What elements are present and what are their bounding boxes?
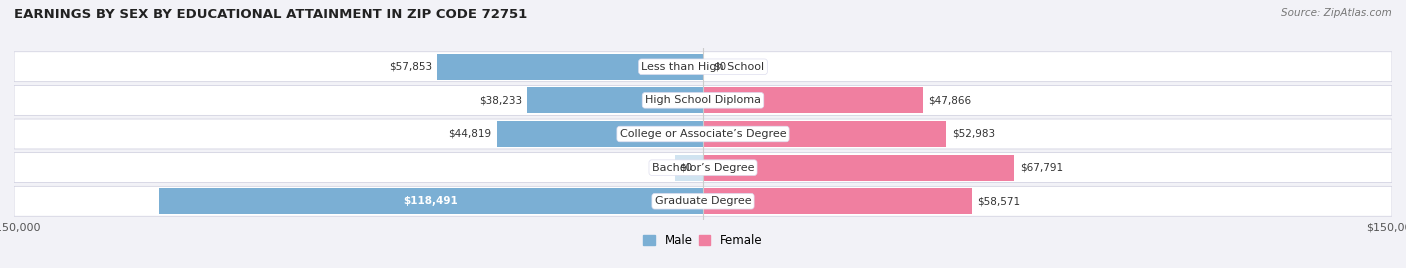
Bar <box>703 121 946 147</box>
Text: $47,866: $47,866 <box>928 95 972 105</box>
Text: $44,819: $44,819 <box>449 129 492 139</box>
Text: $118,491: $118,491 <box>404 196 458 206</box>
Text: $57,853: $57,853 <box>388 62 432 72</box>
FancyBboxPatch shape <box>14 186 1392 216</box>
FancyBboxPatch shape <box>14 153 1392 183</box>
Text: High School Diploma: High School Diploma <box>645 95 761 105</box>
Bar <box>437 54 703 80</box>
Bar <box>527 87 703 113</box>
Text: EARNINGS BY SEX BY EDUCATIONAL ATTAINMENT IN ZIP CODE 72751: EARNINGS BY SEX BY EDUCATIONAL ATTAINMEN… <box>14 8 527 21</box>
Text: College or Associate’s Degree: College or Associate’s Degree <box>620 129 786 139</box>
Bar <box>703 87 922 113</box>
Text: $58,571: $58,571 <box>977 196 1021 206</box>
FancyBboxPatch shape <box>14 85 1392 115</box>
Text: $0: $0 <box>713 62 727 72</box>
Bar <box>675 155 703 181</box>
Text: $52,983: $52,983 <box>952 129 995 139</box>
Text: Graduate Degree: Graduate Degree <box>655 196 751 206</box>
Legend: Male, Female: Male, Female <box>638 229 768 252</box>
Bar <box>703 155 1014 181</box>
Bar <box>159 188 703 214</box>
Bar <box>703 188 972 214</box>
Text: Bachelor’s Degree: Bachelor’s Degree <box>652 163 754 173</box>
FancyBboxPatch shape <box>14 119 1392 149</box>
Bar <box>498 121 703 147</box>
Text: Less than High School: Less than High School <box>641 62 765 72</box>
Text: Source: ZipAtlas.com: Source: ZipAtlas.com <box>1281 8 1392 18</box>
Text: $0: $0 <box>679 163 693 173</box>
Text: $67,791: $67,791 <box>1019 163 1063 173</box>
FancyBboxPatch shape <box>14 52 1392 82</box>
Text: $38,233: $38,233 <box>479 95 522 105</box>
